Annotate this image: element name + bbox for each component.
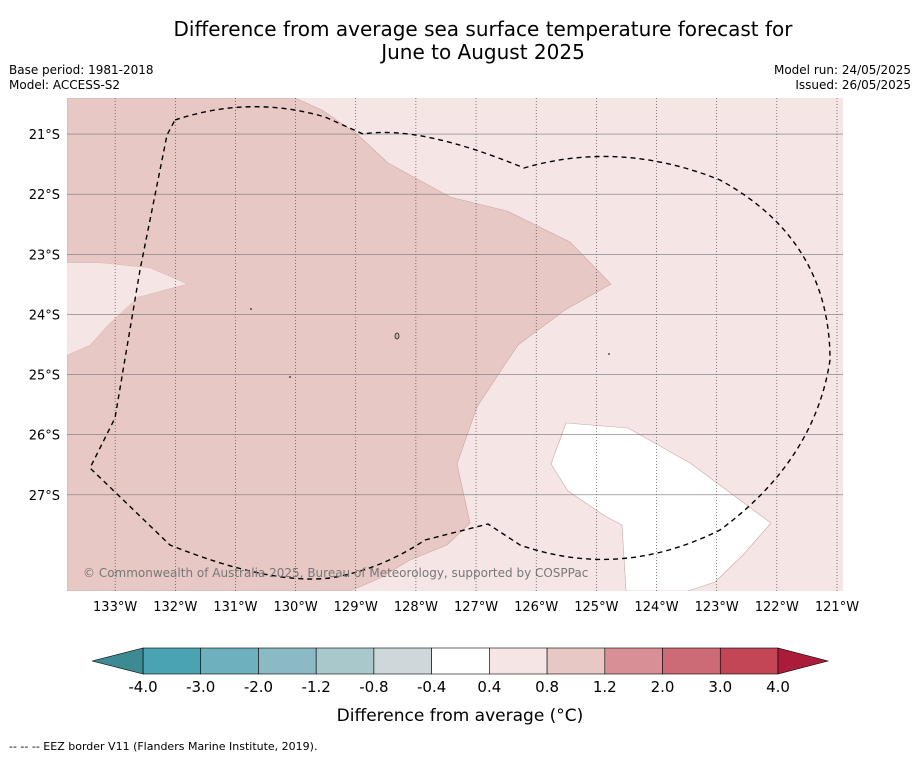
colorbar-tick-label: -0.8 bbox=[359, 678, 388, 696]
latitude-tick-label: 25°S bbox=[29, 369, 60, 384]
longitude-tick-label: 128°W bbox=[394, 600, 438, 615]
colorbar-tick-label: -2.0 bbox=[244, 678, 273, 696]
meta-right: Model run: 24/05/2025 Issued: 26/05/2025 bbox=[774, 63, 911, 93]
colorbar-segment bbox=[431, 647, 490, 675]
chart-title: Difference from average sea surface temp… bbox=[0, 18, 919, 64]
colorbar-segment bbox=[604, 647, 663, 675]
eez-border bbox=[89, 106, 831, 580]
colorbar-under-arrow bbox=[91, 647, 144, 675]
latitude-tick-label: 23°S bbox=[29, 248, 60, 263]
eez-footnote: -- -- -- EEZ border V11 (Flanders Marine… bbox=[9, 740, 318, 753]
longitude-tick-label: 129°W bbox=[334, 600, 378, 615]
colorbar-label: Difference from average (°C) bbox=[337, 706, 584, 726]
island-marker bbox=[289, 376, 291, 378]
colorbar-segment bbox=[662, 647, 721, 675]
meta-left: Base period: 1981-2018 Model: ACCESS-S2 bbox=[9, 63, 154, 93]
colorbar-segment bbox=[489, 647, 548, 675]
colorbar-segment bbox=[142, 647, 202, 675]
latitude-tick-label: 22°S bbox=[29, 188, 60, 203]
colorbar-over-arrow bbox=[777, 647, 830, 675]
map-area: © Commonwealth of Australia 2025, Bureau… bbox=[67, 98, 843, 591]
colorbar-tick-label: -3.0 bbox=[186, 678, 215, 696]
colorbar-tick-label: 0.4 bbox=[477, 678, 501, 696]
latitude-labels: 21°S 22°S 23°S 24°S 25°S 26°S 27°S bbox=[29, 128, 60, 504]
longitude-tick-label: 122°W bbox=[755, 600, 799, 615]
colorbar-tick-label: 4.0 bbox=[766, 678, 790, 696]
model-run: Model run: 24/05/2025 bbox=[773, 63, 911, 77]
longitude-tick-label: 127°W bbox=[454, 600, 498, 615]
colorbar-tick-label: -1.2 bbox=[302, 678, 331, 696]
colorbar-tick-labels: -4.0 -3.0 -2.0 -1.2 -0.8 -0.4 0.4 0.8 1.2 2.0 3.0 4… bbox=[128, 678, 790, 696]
colorbar-tick-label: 2.0 bbox=[651, 678, 675, 696]
longitude-tick-label: 131°W bbox=[213, 600, 257, 615]
colorbar-segment bbox=[258, 647, 317, 675]
colorbar bbox=[91, 647, 830, 675]
map-grid bbox=[67, 98, 843, 591]
anomaly-region-0-4-0-8-west bbox=[67, 263, 187, 355]
base-period: Base period: 1981-2018 bbox=[9, 63, 154, 77]
longitude-tick-label: 121°W bbox=[815, 600, 859, 615]
colorbar-segment bbox=[200, 647, 259, 675]
title-line-2: June to August 2025 bbox=[381, 40, 585, 64]
model-name: Model: ACCESS-S2 bbox=[9, 78, 121, 92]
colorbar-segment bbox=[719, 647, 779, 675]
longitude-tick-label: 130°W bbox=[274, 600, 318, 615]
longitude-tick-label: 123°W bbox=[695, 600, 739, 615]
anomaly-region-neutral bbox=[550, 422, 772, 591]
colorbar-segment bbox=[373, 647, 432, 675]
island-marker bbox=[250, 308, 252, 310]
title-line-1: Difference from average sea surface temp… bbox=[173, 17, 793, 41]
longitude-labels: 133°W 132°W 131°W 130°W 129°W 128°W 127°W 126°W… bbox=[93, 600, 859, 615]
island-marker bbox=[608, 353, 610, 355]
latitude-tick-label: 21°S bbox=[29, 128, 60, 143]
colorbar-segment bbox=[546, 647, 606, 675]
colorbar-tick-label: -0.4 bbox=[417, 678, 446, 696]
latitude-tick-label: 26°S bbox=[29, 429, 60, 444]
issued-date: Issued: 26/05/2025 bbox=[795, 78, 911, 92]
longitude-tick-label: 126°W bbox=[514, 600, 558, 615]
latitude-tick-label: 24°S bbox=[29, 308, 60, 323]
colorbar-segment bbox=[315, 647, 375, 675]
longitude-tick-label: 133°W bbox=[93, 600, 137, 615]
island-marker bbox=[394, 332, 400, 340]
longitude-tick-label: 132°W bbox=[153, 600, 197, 615]
colorbar-tick-label: 3.0 bbox=[708, 678, 732, 696]
colorbar-tick-label: 1.2 bbox=[593, 678, 617, 696]
longitude-tick-label: 124°W bbox=[634, 600, 678, 615]
colorbar-tick-label: 0.8 bbox=[535, 678, 559, 696]
colorbar-tick-label: -4.0 bbox=[128, 678, 157, 696]
copyright-note: © Commonwealth of Australia 2025, Bureau… bbox=[83, 566, 588, 580]
latitude-tick-label: 27°S bbox=[29, 489, 60, 504]
longitude-tick-label: 125°W bbox=[574, 600, 618, 615]
